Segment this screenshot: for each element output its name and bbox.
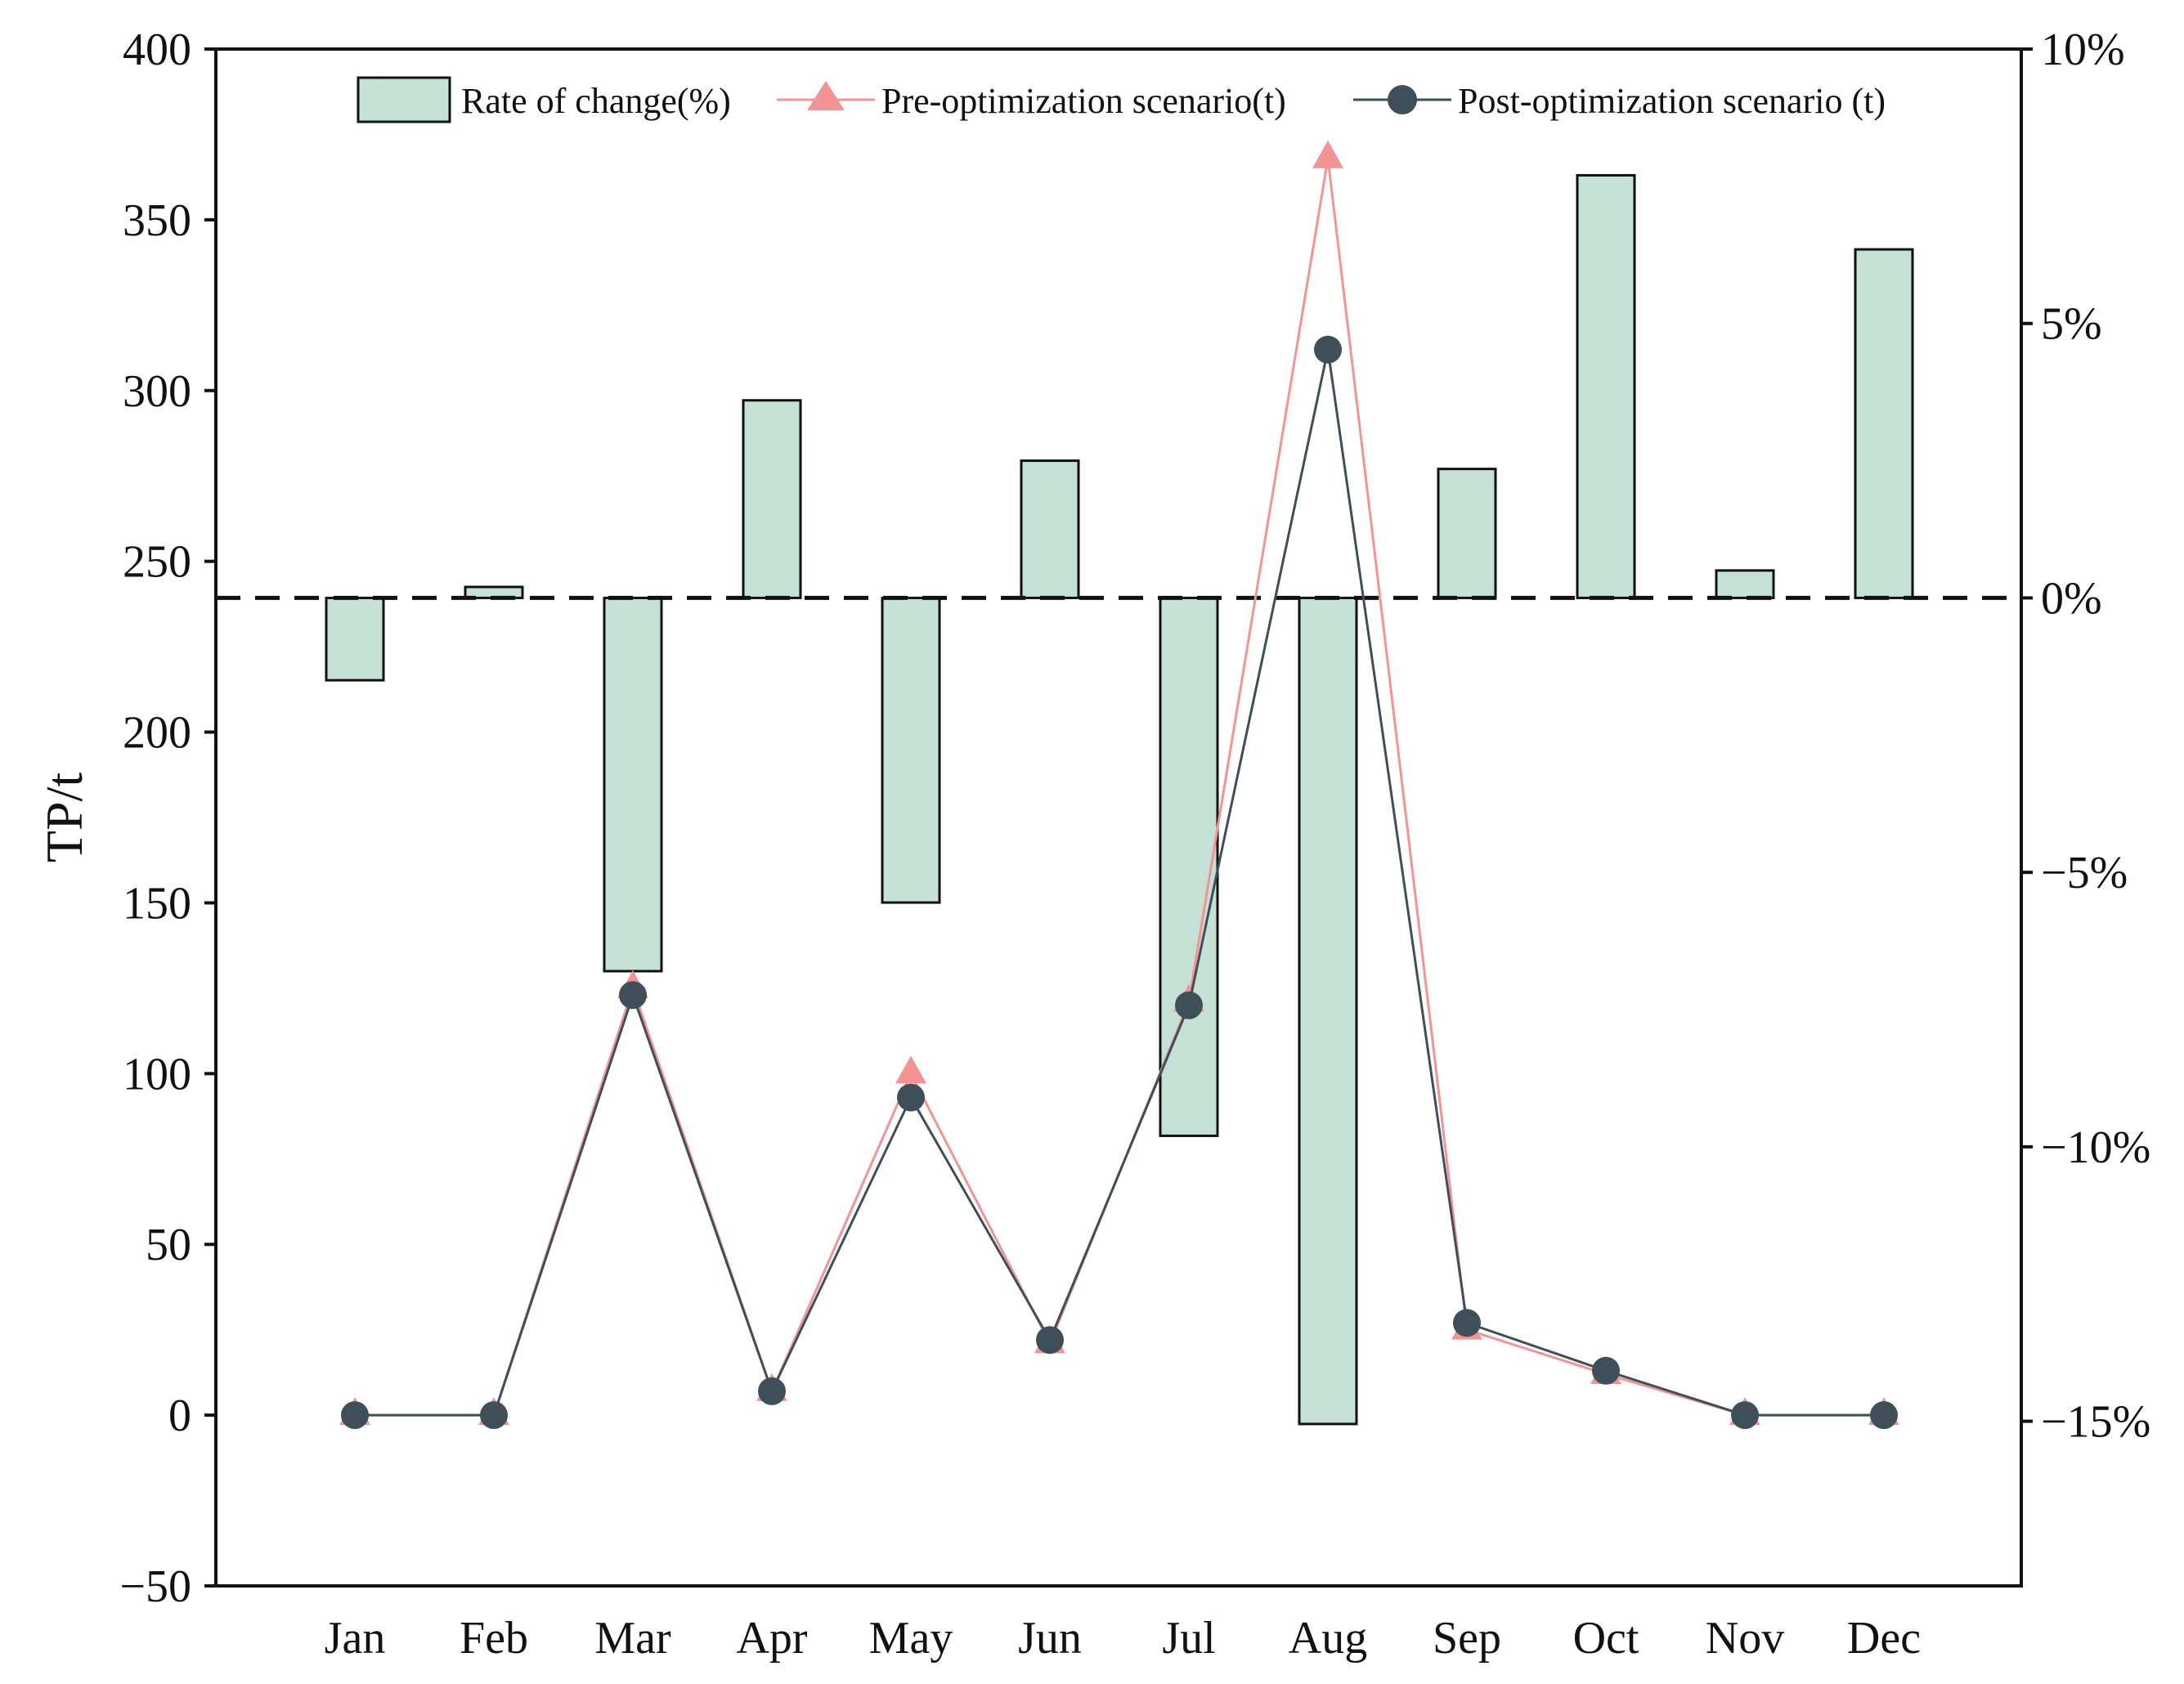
line-pre-optimization xyxy=(355,158,1884,1417)
legend: Rate of change(%) Pre-optimization scena… xyxy=(357,76,1886,123)
right-axis: 10% 5% 0% −5% −10% −15% xyxy=(2021,25,2150,1448)
left-tick-label-50: 50 xyxy=(146,1220,191,1270)
left-tick-label-250: 250 xyxy=(123,537,191,588)
post-optimization-point-oct xyxy=(1592,1356,1620,1385)
x-tick-label-nov: Nov xyxy=(1706,1613,1784,1664)
left-tick-label-200: 200 xyxy=(123,708,191,759)
legend-swatch-rate-of-change xyxy=(357,76,451,123)
post-optimization-point-aug xyxy=(1314,335,1342,364)
pre-optimization-point-may xyxy=(895,1055,926,1084)
x-tick-label-jul: Jul xyxy=(1162,1613,1215,1664)
lines-layer xyxy=(339,140,1899,1430)
left-tick-label--50: −50 xyxy=(119,1561,191,1612)
right-tick-label-0: 0% xyxy=(2041,573,2102,624)
bar-rate-of-change-jun xyxy=(1020,459,1080,599)
left-tick-label-0: 0 xyxy=(168,1391,191,1441)
left-tick-label-350: 350 xyxy=(123,195,191,246)
post-optimization-point-sep xyxy=(1453,1309,1481,1337)
bar-rate-of-change-oct xyxy=(1576,173,1636,599)
x-tick-label-may: May xyxy=(869,1613,953,1664)
post-optimization-point-jan xyxy=(341,1401,369,1430)
x-tick-label-apr: Apr xyxy=(736,1613,807,1664)
bar-rate-of-change-dec xyxy=(1854,248,1914,599)
right-tick-label--5: −5% xyxy=(2041,848,2128,898)
post-optimization-point-mar xyxy=(619,981,647,1010)
y-axis-title: TP/t xyxy=(35,773,93,862)
bar-rate-of-change-may xyxy=(881,596,941,904)
right-tick-label--15: −15% xyxy=(2041,1397,2150,1448)
x-tick-label-sep: Sep xyxy=(1433,1613,1501,1664)
bar-rate-of-change-apr xyxy=(742,399,802,599)
post-optimization-point-may xyxy=(897,1083,925,1112)
legend-triangle-marker-pre-optimization xyxy=(807,81,845,110)
plot-area-frame xyxy=(214,47,2023,1588)
bar-rate-of-change-sep xyxy=(1437,468,1497,599)
post-optimization-point-nov xyxy=(1731,1401,1759,1430)
legend-label-rate-of-change: Rate of change(%) xyxy=(461,81,731,121)
x-axis: Jan Feb Mar Apr May Jun Jul Aug Sep Oct Nov Dec xyxy=(325,1613,1921,1664)
right-tick-label-5: 5% xyxy=(2041,299,2102,350)
left-tick-label-150: 150 xyxy=(123,878,191,929)
x-tick-label-mar: Mar xyxy=(594,1613,671,1664)
left-tick-label-300: 300 xyxy=(123,366,191,417)
post-optimization-point-feb xyxy=(480,1401,508,1430)
x-tick-label-aug: Aug xyxy=(1289,1613,1367,1664)
left-axis: −50 0 50 100 150 200 250 300 350 400 xyxy=(119,25,216,1612)
legend-label-post-optimization: Post-optimization scenario (t) xyxy=(1458,81,1886,121)
x-tick-label-jan: Jan xyxy=(325,1613,386,1664)
x-tick-label-dec: Dec xyxy=(1847,1613,1921,1664)
post-optimization-point-jul xyxy=(1175,991,1203,1019)
x-tick-label-feb: Feb xyxy=(460,1613,528,1664)
bars-layer xyxy=(325,173,1914,1426)
legend-label-pre-optimization: Pre-optimization scenario(t) xyxy=(881,81,1286,121)
legend-circle-marker-post-optimization xyxy=(1388,85,1417,114)
right-tick-label-10: 10% xyxy=(2041,25,2125,75)
post-optimization-point-jun xyxy=(1036,1326,1064,1355)
right-tick-label--10: −10% xyxy=(2041,1122,2150,1173)
line-post-optimization xyxy=(355,349,1884,1417)
x-tick-label-oct: Oct xyxy=(1573,1613,1639,1664)
x-tick-label-jun: Jun xyxy=(1018,1613,1082,1664)
bar-rate-of-change-jan xyxy=(325,596,385,682)
pre-optimization-point-aug xyxy=(1312,140,1343,168)
post-optimization-point-apr xyxy=(758,1377,786,1405)
left-tick-label-400: 400 xyxy=(123,25,191,75)
left-tick-label-100: 100 xyxy=(123,1049,191,1100)
bar-rate-of-change-mar xyxy=(603,596,663,973)
bar-rate-of-change-aug xyxy=(1298,596,1358,1426)
bar-rate-of-change-nov xyxy=(1715,569,1775,599)
post-optimization-point-dec xyxy=(1870,1401,1898,1430)
